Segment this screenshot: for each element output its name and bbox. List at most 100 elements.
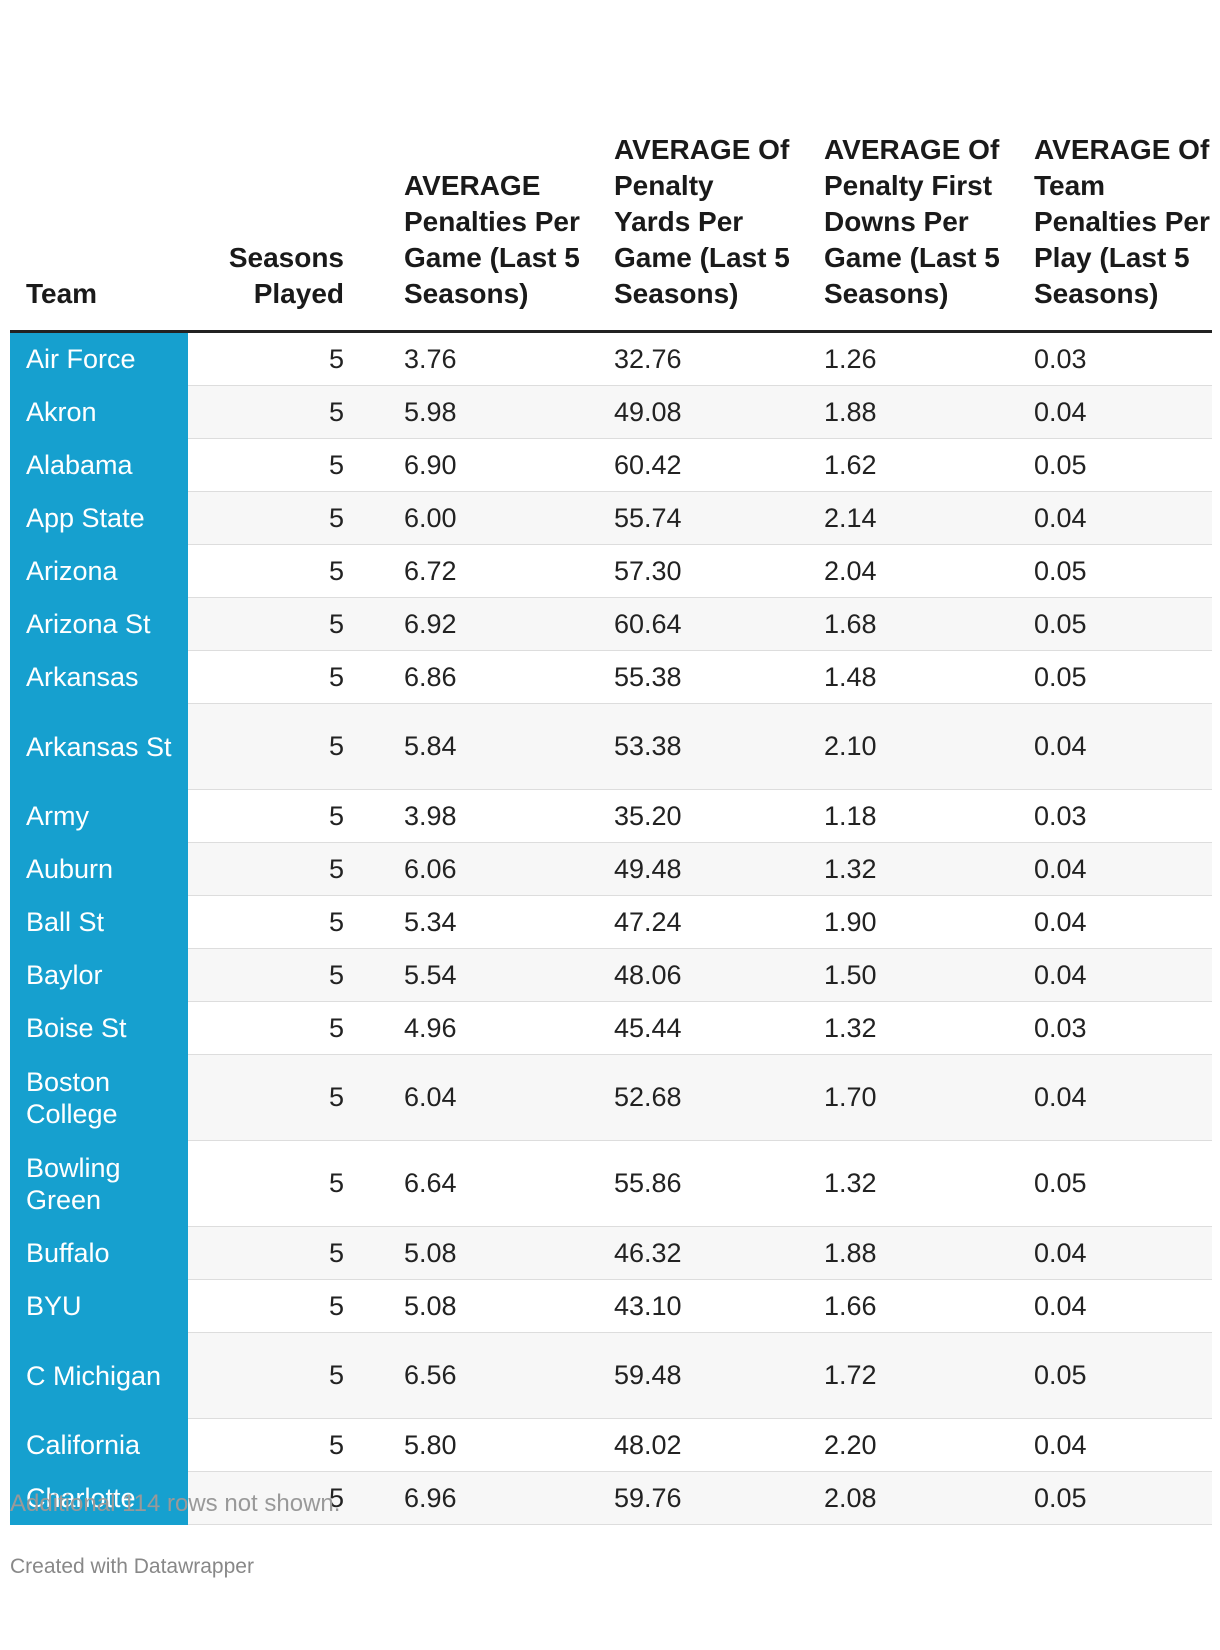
avg-penalties-cell: 5.08 (372, 1279, 582, 1333)
seasons-played-cell: 5 (188, 1001, 372, 1055)
table-body: Air Force 5 3.76 32.76 1.26 0.03 Akron 5 5.98 49.… (10, 331, 1212, 1525)
seasons-played-cell: 5 (188, 895, 372, 949)
avg-penalty-first-downs-cell: 2.20 (792, 1418, 1002, 1472)
avg-penalty-yards-cell: 43.10 (582, 1279, 792, 1333)
avg-penalties-cell: 6.06 (372, 842, 582, 896)
avg-penalties-per-play-cell: 0.04 (1002, 948, 1212, 1002)
seasons-played-cell: 5 (188, 491, 372, 545)
avg-penalties-cell: 6.86 (372, 650, 582, 704)
seasons-played-cell: 5 (188, 1332, 372, 1419)
avg-penalty-first-downs-cell: 1.70 (792, 1054, 1002, 1141)
credit-link[interactable]: Created with Datawrapper (10, 1555, 254, 1578)
seasons-played-cell: 5 (188, 331, 372, 386)
table-row: Boise St 5 4.96 45.44 1.32 0.03 (10, 1001, 1212, 1055)
rows-not-shown-note: Additional 114 rows not shown. (10, 1490, 341, 1517)
avg-penalty-first-downs-cell: 2.08 (792, 1471, 1002, 1525)
header-row: Team Seasons Played AVERAGE Penalties Pe… (10, 0, 1212, 333)
table-row: Arkansas St 5 5.84 53.38 2.10 0.04 (10, 703, 1212, 790)
seasons-played-cell: 5 (188, 1471, 372, 1525)
seasons-played-cell: 5 (188, 385, 372, 439)
team-cell: Boise St (10, 1001, 188, 1055)
avg-penalties-per-play-cell: 0.05 (1002, 1140, 1212, 1227)
avg-penalties-cell: 6.64 (372, 1140, 582, 1227)
avg-penalties-per-play-cell: 0.04 (1002, 703, 1212, 790)
team-cell: Air Force (10, 331, 188, 386)
avg-penalty-yards-cell: 49.08 (582, 385, 792, 439)
table-row: Akron 5 5.98 49.08 1.88 0.04 (10, 385, 1212, 439)
team-cell: Boston College (10, 1054, 188, 1141)
team-cell: App State (10, 491, 188, 545)
avg-penalty-first-downs-cell: 1.88 (792, 385, 1002, 439)
seasons-played-cell: 5 (188, 597, 372, 651)
avg-penalties-per-play-cell: 0.05 (1002, 1332, 1212, 1419)
table-row: Air Force 5 3.76 32.76 1.26 0.03 (10, 331, 1212, 386)
avg-penalty-first-downs-cell: 1.66 (792, 1279, 1002, 1333)
avg-penalty-first-downs-cell: 1.32 (792, 1140, 1002, 1227)
table-row: Baylor 5 5.54 48.06 1.50 0.04 (10, 948, 1212, 1002)
avg-penalties-per-play-cell: 0.04 (1002, 385, 1212, 439)
seasons-played-cell: 5 (188, 948, 372, 1002)
avg-penalties-cell: 5.54 (372, 948, 582, 1002)
avg-penalty-yards-cell: 45.44 (582, 1001, 792, 1055)
avg-penalty-yards-cell: 59.48 (582, 1332, 792, 1419)
avg-penalty-yards-cell: 47.24 (582, 895, 792, 949)
table-row: Arizona 5 6.72 57.30 2.04 0.05 (10, 544, 1212, 598)
team-cell: Ball St (10, 895, 188, 949)
table-row: BYU 5 5.08 43.10 1.66 0.04 (10, 1279, 1212, 1333)
header-avg-penalties-per-play[interactable]: AVERAGE Of Team Penalties Per Play (Last… (1002, 0, 1212, 333)
avg-penalty-first-downs-cell: 1.62 (792, 438, 1002, 492)
avg-penalties-cell: 4.96 (372, 1001, 582, 1055)
avg-penalty-yards-cell: 53.38 (582, 703, 792, 790)
header-team[interactable]: Team (10, 0, 188, 333)
avg-penalty-yards-cell: 57.30 (582, 544, 792, 598)
team-cell: Arkansas (10, 650, 188, 704)
avg-penalty-first-downs-cell: 1.26 (792, 331, 1002, 386)
avg-penalty-yards-cell: 49.48 (582, 842, 792, 896)
avg-penalties-per-play-cell: 0.03 (1002, 1001, 1212, 1055)
header-avg-penalties[interactable]: AVERAGE Penalties Per Game (Last 5 Seaso… (372, 0, 582, 333)
avg-penalty-first-downs-cell: 1.50 (792, 948, 1002, 1002)
avg-penalties-per-play-cell: 0.04 (1002, 491, 1212, 545)
team-cell: Arizona St (10, 597, 188, 651)
avg-penalties-cell: 5.84 (372, 703, 582, 790)
header-avg-penalty-first-downs[interactable]: AVERAGE Of Penalty First Downs Per Game … (792, 0, 1002, 333)
header-seasons-played[interactable]: Seasons Played (188, 0, 372, 333)
table-row: App State 5 6.00 55.74 2.14 0.04 (10, 491, 1212, 545)
avg-penalty-first-downs-cell: 1.32 (792, 842, 1002, 896)
team-cell: Akron (10, 385, 188, 439)
team-cell: California (10, 1418, 188, 1472)
table-row: Charlotte 5 6.96 59.76 2.08 0.05 (10, 1471, 1212, 1525)
table-row: Army 5 3.98 35.20 1.18 0.03 (10, 789, 1212, 843)
table-row: Alabama 5 6.90 60.42 1.62 0.05 (10, 438, 1212, 492)
avg-penalties-cell: 5.34 (372, 895, 582, 949)
avg-penalty-first-downs-cell: 1.32 (792, 1001, 1002, 1055)
team-cell: Arizona (10, 544, 188, 598)
team-cell: Auburn (10, 842, 188, 896)
table-row: Arkansas 5 6.86 55.38 1.48 0.05 (10, 650, 1212, 704)
seasons-played-cell: 5 (188, 1279, 372, 1333)
avg-penalty-yards-cell: 55.38 (582, 650, 792, 704)
avg-penalties-per-play-cell: 0.05 (1002, 597, 1212, 651)
header-avg-penalty-yards[interactable]: AVERAGE Of Penalty Yards Per Game (Last … (582, 0, 792, 333)
team-cell: Buffalo (10, 1226, 188, 1280)
avg-penalties-per-play-cell: 0.04 (1002, 1226, 1212, 1280)
avg-penalty-yards-cell: 32.76 (582, 331, 792, 386)
penalties-table: Team Seasons Played AVERAGE Penalties Pe… (10, 0, 1212, 1525)
seasons-played-cell: 5 (188, 438, 372, 492)
table-row: Bowling Green 5 6.64 55.86 1.32 0.05 (10, 1140, 1212, 1227)
table-row: Buffalo 5 5.08 46.32 1.88 0.04 (10, 1226, 1212, 1280)
team-cell: C Michigan (10, 1332, 188, 1419)
avg-penalty-first-downs-cell: 2.04 (792, 544, 1002, 598)
avg-penalty-first-downs-cell: 1.18 (792, 789, 1002, 843)
avg-penalty-first-downs-cell: 1.48 (792, 650, 1002, 704)
avg-penalties-cell: 3.76 (372, 331, 582, 386)
avg-penalty-first-downs-cell: 1.72 (792, 1332, 1002, 1419)
avg-penalties-cell: 6.72 (372, 544, 582, 598)
avg-penalty-first-downs-cell: 2.10 (792, 703, 1002, 790)
avg-penalties-cell: 6.90 (372, 438, 582, 492)
seasons-played-cell: 5 (188, 544, 372, 598)
team-cell: Baylor (10, 948, 188, 1002)
avg-penalties-cell: 5.98 (372, 385, 582, 439)
avg-penalties-per-play-cell: 0.04 (1002, 895, 1212, 949)
avg-penalty-yards-cell: 60.64 (582, 597, 792, 651)
